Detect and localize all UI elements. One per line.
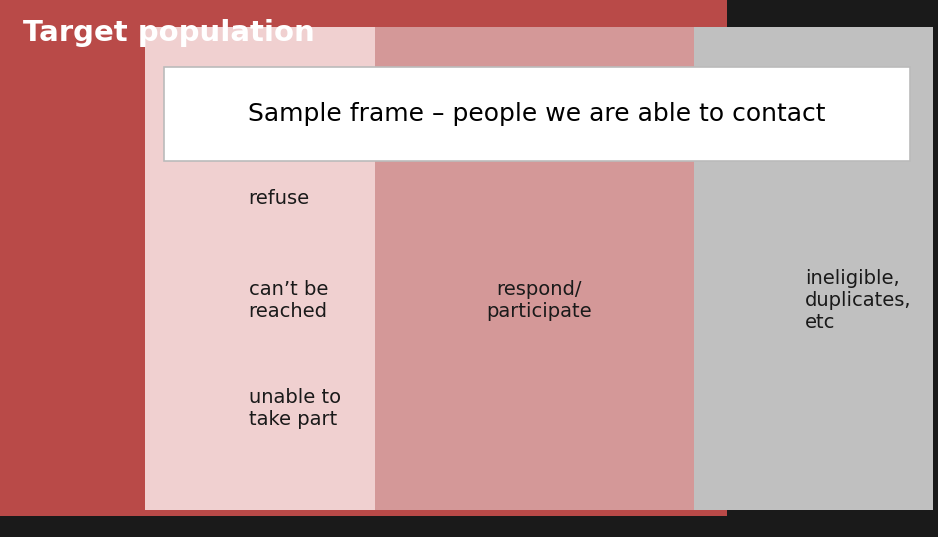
Bar xyxy=(694,27,933,510)
Bar xyxy=(145,27,375,510)
Text: unable to
take part: unable to take part xyxy=(249,388,340,429)
Text: Sample frame – people we are able to contact: Sample frame – people we are able to con… xyxy=(249,102,825,126)
Text: refuse: refuse xyxy=(249,189,310,208)
Text: respond/
participate: respond/ participate xyxy=(487,280,592,321)
Bar xyxy=(0,0,727,516)
Text: ineligible,
duplicates,
etc: ineligible, duplicates, etc xyxy=(805,269,912,332)
Text: Target population: Target population xyxy=(23,19,315,47)
Bar xyxy=(164,67,910,161)
Text: can’t be
reached: can’t be reached xyxy=(249,280,328,321)
Bar xyxy=(375,27,694,510)
